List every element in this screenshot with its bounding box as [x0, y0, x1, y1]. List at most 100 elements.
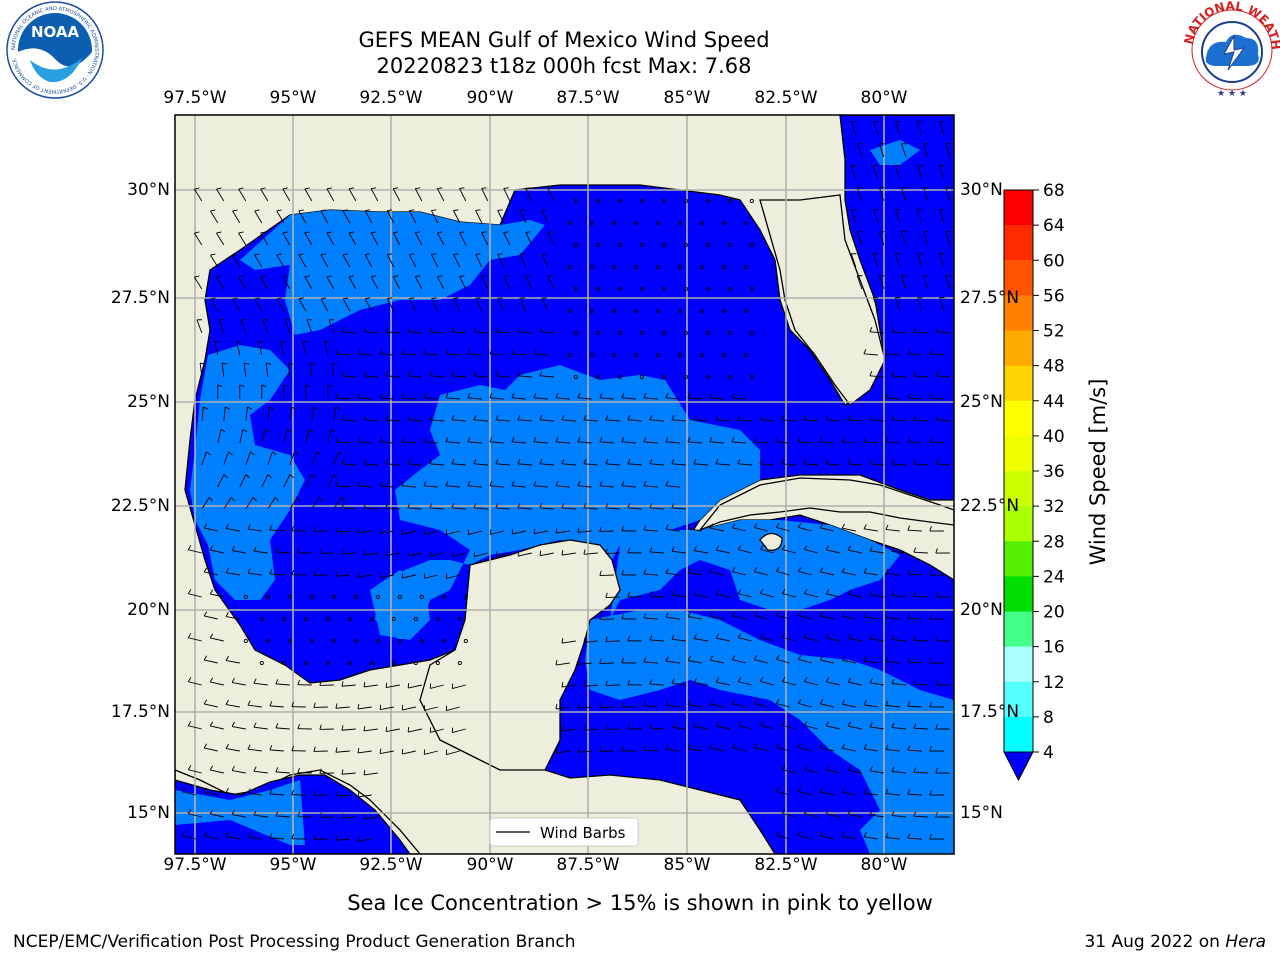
- wind-barb: [847, 463, 862, 466]
- wind-barb: [929, 397, 944, 400]
- wind-barb: [710, 659, 724, 664]
- wind-barb: [341, 419, 356, 422]
- wind-barb: [804, 637, 818, 642]
- wind-barb-flag: [363, 459, 367, 464]
- wind-barb: [599, 397, 614, 400]
- wind-barb-flag: [503, 187, 509, 189]
- wind-barb: [386, 298, 395, 312]
- wind-barb-flag: [371, 275, 377, 278]
- wind-barb: [842, 791, 856, 796]
- wind-barb: [798, 791, 812, 796]
- wind-barb: [848, 681, 862, 686]
- lon-label-bottom: 95°W: [269, 855, 317, 875]
- wind-barb: [275, 727, 290, 730]
- lon-label-top: 97.5°W: [163, 88, 227, 108]
- wind-barb-flag: [275, 679, 279, 685]
- wind-barb-flag: [407, 371, 411, 376]
- wind-barb: [842, 571, 856, 576]
- wind-barb-flag: [231, 677, 235, 683]
- colorbar-tick-label: 4: [1043, 743, 1054, 763]
- wind-barb-flag: [194, 275, 200, 278]
- wind-barb-flag: [503, 275, 509, 277]
- lat-label-left: 22.5°N: [110, 496, 170, 516]
- wind-barb-flag: [335, 571, 338, 577]
- wind-barb: [643, 397, 658, 400]
- calm-barb: [727, 198, 732, 204]
- wind-barb: [341, 728, 356, 731]
- wind-barb: [357, 838, 372, 842]
- wind-barb-flag: [913, 547, 917, 553]
- wind-barb-flag: [203, 406, 209, 410]
- wind-barb: [475, 254, 483, 268]
- wind-barb-flag: [541, 209, 547, 211]
- calm-barb: [661, 374, 666, 380]
- wind-barb-flag: [621, 745, 624, 751]
- wind-barb-flag: [495, 371, 499, 376]
- wind-barb-flag: [649, 591, 653, 597]
- wind-barb: [732, 615, 746, 620]
- wind-barb: [863, 792, 878, 796]
- wind-barb-flag: [929, 746, 932, 752]
- calm-barb: [281, 660, 286, 666]
- wind-barb: [907, 617, 922, 620]
- wind-barb: [210, 681, 224, 686]
- wind-barb: [775, 441, 790, 444]
- wind-barb-flag: [847, 545, 852, 551]
- calm-barb: [683, 330, 688, 336]
- wind-barb-flag: [239, 384, 245, 388]
- wind-barb-flag: [577, 527, 580, 533]
- wind-barb-flag: [451, 459, 455, 464]
- wind-barb-flag: [393, 187, 399, 190]
- wind-barb: [539, 419, 554, 422]
- wind-barb: [283, 429, 288, 444]
- wind-barb: [869, 770, 884, 774]
- wind-barb-flag: [649, 415, 653, 420]
- calm-barb: [573, 242, 578, 248]
- wind-barb-flag: [519, 209, 525, 211]
- wind-barb-flag: [363, 415, 367, 420]
- wind-barb: [798, 703, 812, 708]
- wind-barb-flag: [481, 187, 487, 189]
- wind-barb-flag: [335, 393, 339, 398]
- wind-barb-flag: [379, 704, 382, 710]
- wind-barb-flag: [555, 393, 559, 398]
- wind-barb-flag: [869, 678, 873, 683]
- calm-barb: [375, 594, 380, 600]
- wind-barb-flag: [775, 522, 780, 528]
- wind-barb: [935, 419, 950, 422]
- wind-barb-flag: [693, 415, 697, 420]
- map-frame: [174, 114, 955, 855]
- wind-barb: [217, 474, 225, 488]
- wind-barb: [481, 232, 489, 246]
- wind-barb-flag: [891, 634, 895, 640]
- wind-barb: [885, 353, 900, 356]
- wind-barb: [869, 375, 884, 378]
- wind-barb: [188, 549, 202, 554]
- wind-barb: [302, 341, 307, 356]
- wind-barb: [267, 496, 276, 510]
- wind-barb: [583, 419, 598, 422]
- wind-barb: [649, 463, 664, 466]
- wind-barb: [917, 297, 923, 312]
- wind-barb: [820, 835, 834, 840]
- wind-barb: [945, 143, 951, 158]
- wind-barb: [401, 485, 416, 488]
- wind-barb: [341, 684, 356, 687]
- wind-barb-flag: [269, 525, 273, 531]
- wind-barb: [561, 463, 576, 466]
- wind-barb: [643, 749, 658, 752]
- wind-barb: [333, 451, 339, 466]
- colorbar-segment: [1004, 330, 1033, 367]
- wind-barb: [710, 703, 724, 708]
- wind-barb: [497, 210, 505, 224]
- wind-barb-flag: [313, 702, 316, 708]
- wind-barb: [913, 375, 928, 378]
- footer-machine: Hera: [1225, 932, 1266, 952]
- wind-barb-flag: [341, 459, 345, 464]
- wind-barb: [342, 254, 351, 268]
- wind-barb: [605, 419, 620, 422]
- wind-barb: [577, 662, 592, 665]
- wind-barb-flag: [385, 415, 389, 420]
- wind-barb: [842, 615, 856, 620]
- wind-barb-flag: [335, 747, 338, 753]
